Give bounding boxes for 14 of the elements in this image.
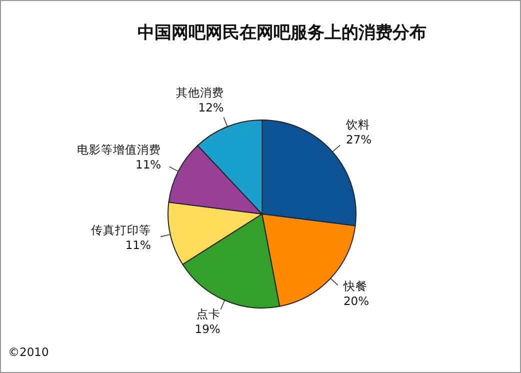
data-label: 12% (198, 100, 224, 114)
slice-label: 其他消费 (176, 85, 224, 100)
data-label: 27% (346, 132, 372, 147)
data-label: 11% (125, 238, 151, 252)
data-label: 19% (194, 322, 220, 336)
slice-label: 饮料 (345, 118, 370, 132)
chart-title: 中国网吧网民在网吧服务上的消费分布 (138, 23, 426, 43)
slice-label: 电影等增值消费 (77, 142, 162, 157)
data-label: 11% (136, 158, 162, 172)
slice-label: 点卡 (196, 307, 220, 322)
text: ©2010 (8, 345, 49, 359)
slice-label: 快餐 (342, 279, 368, 294)
data-label: 20% (343, 294, 370, 308)
slice-label: 传真打印等 (90, 223, 151, 238)
